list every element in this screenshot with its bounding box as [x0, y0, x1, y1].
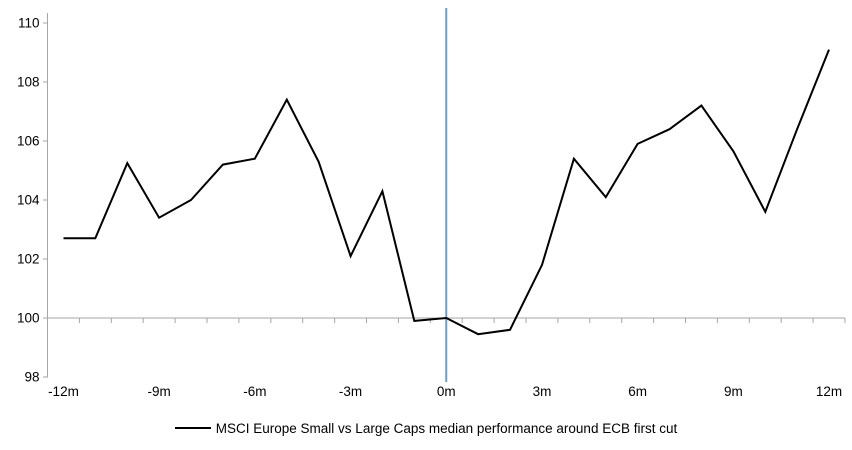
x-tick-label: -3m: [339, 384, 362, 399]
legend-line-sample: [174, 427, 211, 429]
legend-label: MSCI Europe Small vs Large Caps median p…: [215, 420, 678, 436]
y-tick-label: 106: [17, 134, 40, 149]
x-tick-label: 0m: [437, 384, 456, 399]
x-tick-label: 6m: [628, 384, 647, 399]
x-tick-label: 12m: [816, 384, 842, 399]
y-tick-label: 98: [24, 370, 39, 385]
y-tick-label: 100: [17, 311, 40, 326]
chart-canvas: 98 100 102 104 106 108 110 -12m -9m -6m -3m 0m 3m 6m 9…: [17, 8, 846, 399]
y-tick-label: 110: [18, 16, 40, 31]
y-tick-label: 104: [17, 193, 40, 208]
x-tick-label: 3m: [533, 384, 552, 399]
x-tick-label: 9m: [724, 384, 743, 399]
x-tick-label: -9m: [148, 384, 171, 399]
x-tick-label: -12m: [48, 384, 79, 399]
series-line: [63, 49, 830, 336]
y-tick-label: 102: [17, 252, 40, 267]
legend: MSCI Europe Small vs Large Caps median p…: [0, 419, 852, 437]
y-tick-label: 108: [17, 75, 40, 90]
x-tick-label: -6m: [243, 384, 266, 399]
